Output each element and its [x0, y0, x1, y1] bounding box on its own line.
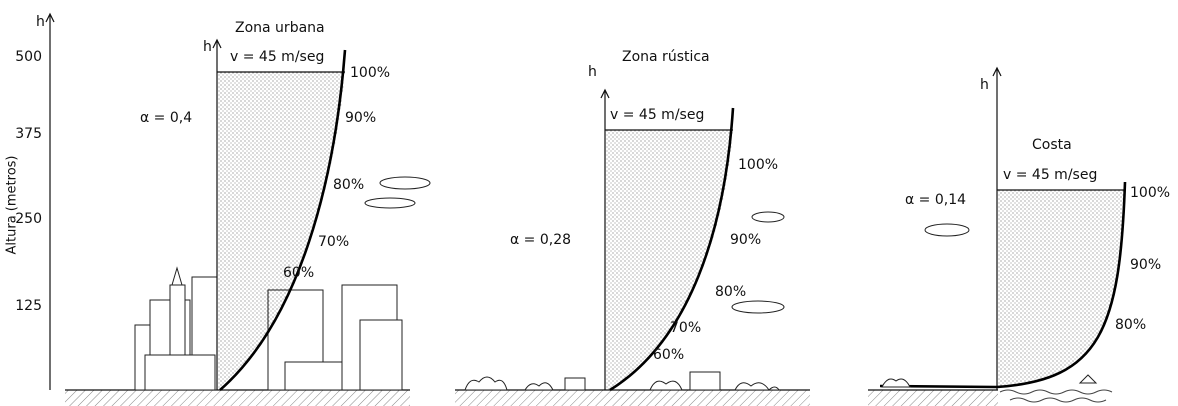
cloud	[924, 223, 970, 237]
percent-label: 70%	[670, 320, 701, 336]
percent-label: 90%	[730, 232, 761, 248]
alpha-label: α = 0,28	[510, 232, 571, 248]
ground	[65, 390, 410, 406]
panel-title: Zona urbana	[235, 20, 325, 36]
percent-label: 90%	[1130, 257, 1161, 273]
percent-label: 60%	[653, 347, 684, 363]
percent-label: 100%	[350, 65, 390, 81]
tick-label: 125	[15, 298, 42, 314]
arrow	[45, 12, 55, 23]
h-label: h	[980, 77, 989, 93]
profile-area	[605, 130, 733, 390]
arrow	[992, 66, 1002, 77]
cloud	[379, 176, 431, 190]
percent-label: 90%	[345, 110, 376, 126]
cloud	[731, 300, 785, 314]
tick-label: 500	[15, 49, 42, 65]
ground	[868, 390, 998, 406]
alpha-label: α = 0,14	[905, 192, 966, 208]
panel-rustic: h Zona rústica v = 45 m/seg α = 0,28 100…	[464, 49, 785, 392]
percent-label: 70%	[318, 234, 349, 250]
wind-profile	[879, 181, 1127, 389]
panel-coast: h Costa v = 45 m/seg α = 0,14 100% 90% 8…	[879, 66, 1170, 403]
buildings	[134, 266, 403, 391]
ground	[455, 390, 810, 406]
percent-label: 100%	[738, 157, 778, 173]
percent-label: 100%	[1130, 185, 1170, 201]
percent-label: 80%	[715, 284, 746, 300]
panel-urban: h Zona urbana v = 45 m/seg α = 0,4 100% …	[134, 20, 431, 391]
wind-profile	[219, 49, 347, 391]
panel-title: Zona rústica	[622, 49, 710, 65]
height-axis: h Altura (metros) 500 375 250 125	[5, 12, 55, 390]
sea	[881, 374, 1113, 403]
axis-label: Altura (metros)	[5, 156, 20, 255]
profile-area	[997, 190, 1125, 387]
arrow	[600, 88, 610, 99]
tick-label: 375	[15, 126, 42, 142]
h-label: h	[588, 64, 597, 80]
percent-label: 80%	[333, 177, 364, 193]
velocity-label: v = 45 m/seg	[610, 107, 704, 123]
trees	[464, 371, 780, 391]
cloud	[364, 197, 416, 209]
percent-label: 60%	[283, 265, 314, 281]
velocity-label: v = 45 m/seg	[230, 49, 324, 65]
h-label: h	[203, 39, 212, 55]
alpha-label: α = 0,4	[140, 110, 192, 126]
cloud	[751, 211, 785, 223]
wind-profile	[609, 107, 735, 392]
arrow	[212, 38, 222, 49]
profile-area	[217, 72, 345, 390]
panel-title: Costa	[1032, 137, 1072, 153]
tick-label: 250	[15, 211, 42, 227]
percent-label: 80%	[1115, 317, 1146, 333]
velocity-label: v = 45 m/seg	[1003, 167, 1097, 183]
axis-h: h	[36, 14, 45, 30]
